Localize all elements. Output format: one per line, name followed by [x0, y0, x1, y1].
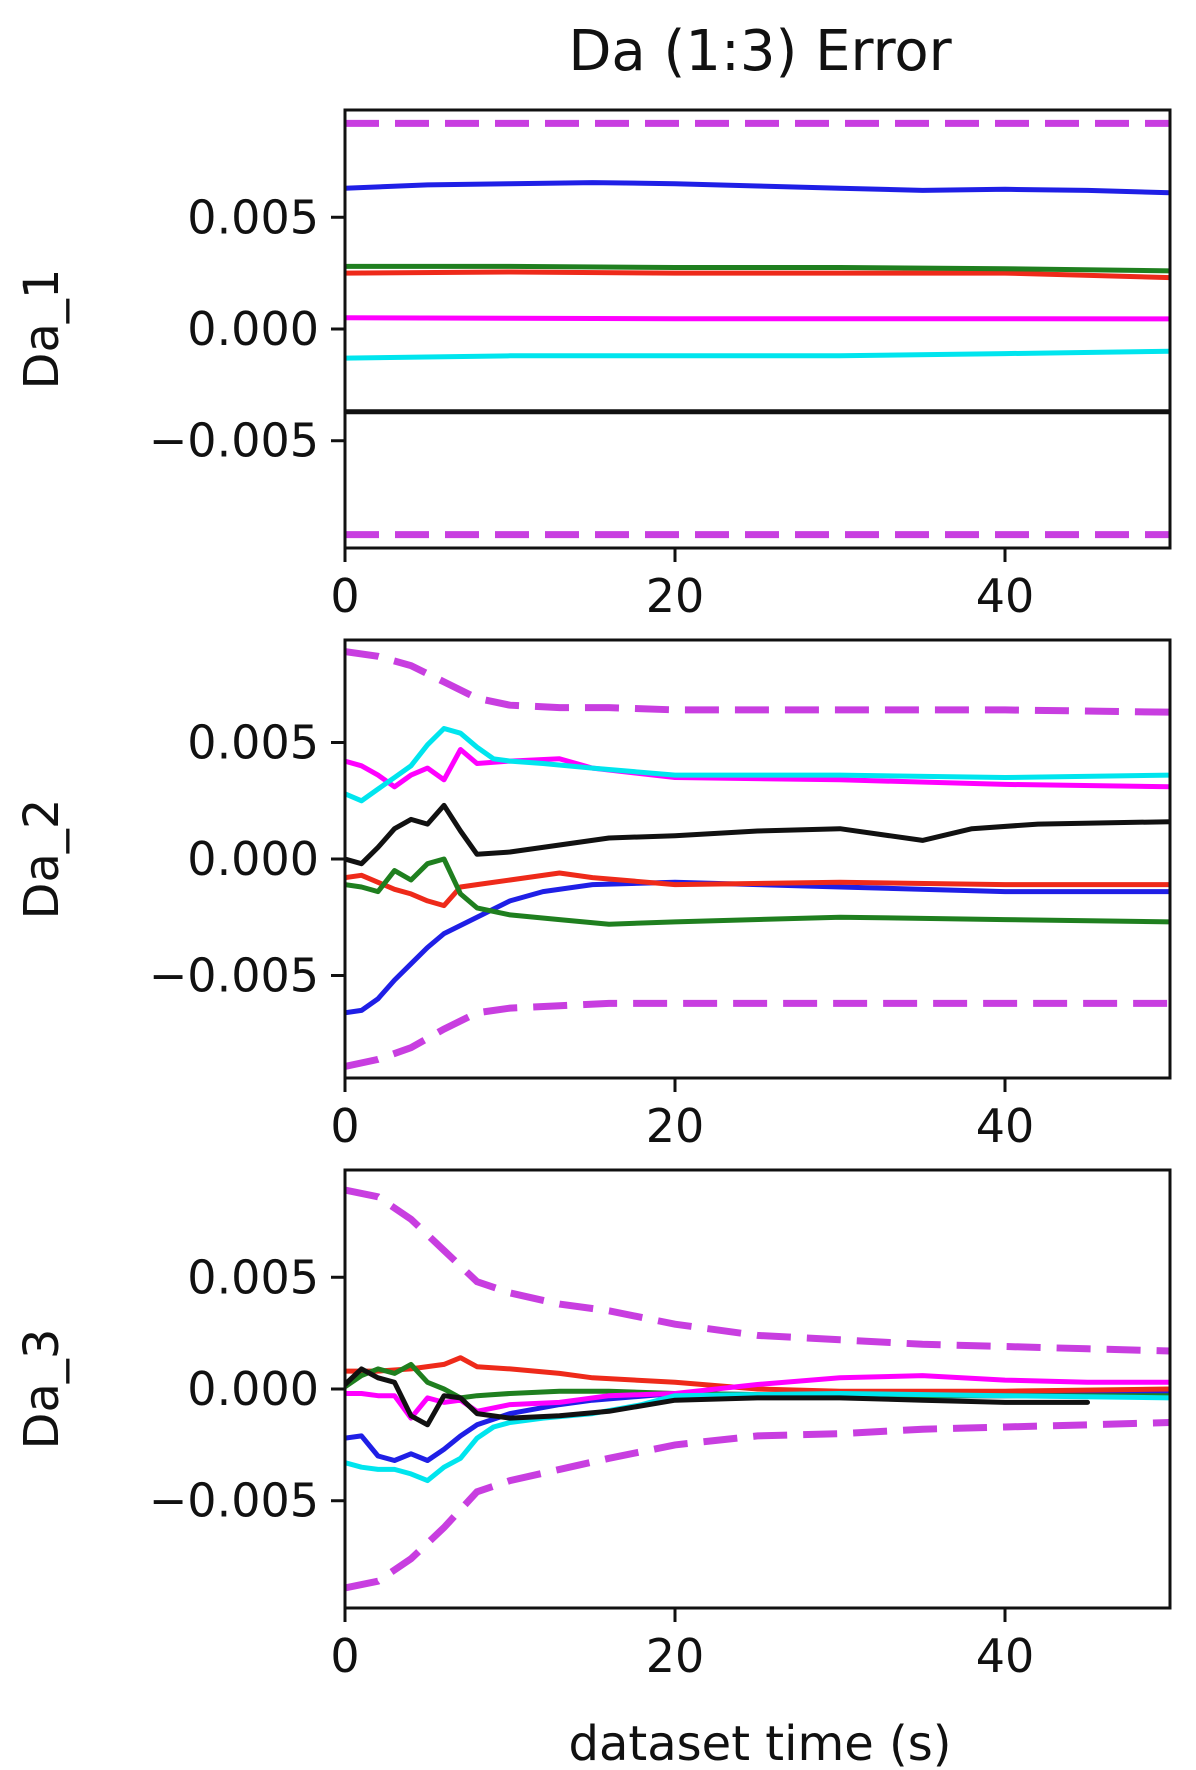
y-tick-label: 0.000: [187, 302, 319, 356]
x-tick-label: 40: [976, 1629, 1035, 1683]
x-tick-label: 40: [976, 1099, 1035, 1153]
series-line-green: [345, 856, 1170, 927]
x-tick-label: 0: [330, 1099, 359, 1153]
bound-line-lower: [345, 1419, 1170, 1592]
chart-title: Da (1:3) Error: [568, 19, 952, 84]
y-tick-label: 0.005: [187, 716, 319, 770]
x-tick-label: 0: [330, 569, 359, 623]
y-axis-label: Da_2: [14, 799, 70, 920]
x-tick-label: 20: [646, 569, 705, 623]
series-line-black: [345, 802, 1170, 867]
y-tick-label: 0.005: [187, 190, 319, 244]
series-line-black: [345, 1366, 1090, 1428]
bound-line-upper: [345, 648, 1170, 716]
x-tick-label: 20: [646, 1629, 705, 1683]
y-tick-label: 0.000: [187, 1362, 319, 1416]
subplot-3: 0.005 0.000 −0.005 0 20 40 Da_3: [14, 1168, 1172, 1683]
subplot-panels: 0.005 0.000 −0.005 0 20 40 Da_1 0.005 0.000 −0.00…: [14, 108, 1172, 1683]
y-tick-label: −0.005: [149, 948, 319, 1002]
series-line-green: [345, 263, 1170, 274]
plot-area-1: [345, 119, 1170, 539]
series-line-blue: [345, 180, 1170, 196]
plot-area-2: [345, 648, 1170, 1070]
series-line-red: [345, 269, 1170, 281]
bound-line-lower: [345, 999, 1170, 1070]
bound-line-upper: [345, 1186, 1170, 1355]
subplot-1: 0.005 0.000 −0.005 0 20 40 Da_1: [14, 108, 1172, 623]
x-tick-label: 20: [646, 1099, 705, 1153]
y-axis-label: Da_3: [14, 1329, 70, 1450]
series-line-cyan: [345, 726, 1170, 804]
series-line-red: [345, 870, 1170, 909]
x-tick-label: 40: [976, 569, 1035, 623]
x-axis-label: dataset time (s): [569, 1716, 952, 1770]
y-tick-label: 0.005: [187, 1250, 319, 1304]
series-line-cyan: [345, 348, 1170, 361]
y-tick-label: −0.005: [149, 414, 319, 468]
subplot-2: 0.005 0.000 −0.005 0 20 40 Da_2: [14, 638, 1172, 1153]
y-tick-label: −0.005: [149, 1474, 319, 1528]
series-line-cyan: [345, 1391, 1170, 1484]
series-line-magenta: [345, 1373, 1170, 1421]
plot-area-3: [345, 1186, 1170, 1592]
series-line-magenta: [345, 315, 1170, 322]
y-axis-label: Da_1: [14, 269, 70, 390]
x-tick-label: 0: [330, 1629, 359, 1683]
y-tick-label: 0.000: [187, 832, 319, 886]
